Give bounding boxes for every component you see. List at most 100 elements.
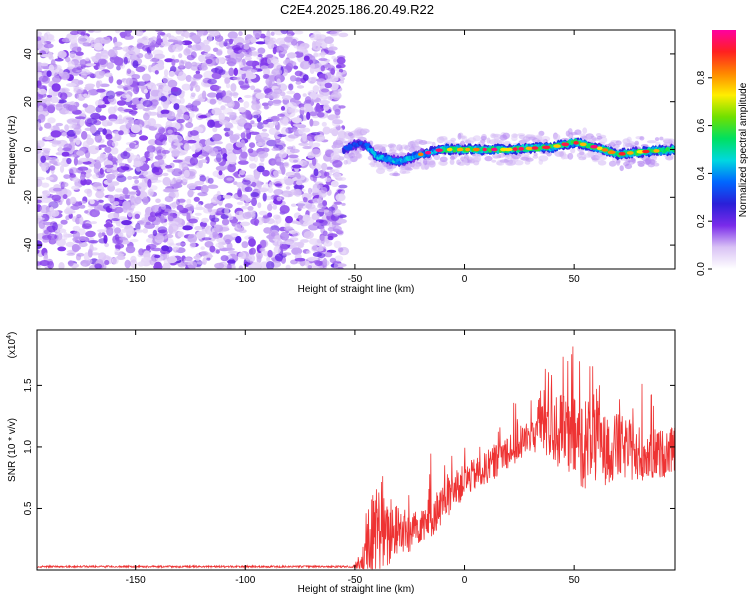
noise-mark	[117, 106, 124, 112]
noise-mark	[297, 214, 303, 220]
noise-mark	[150, 89, 160, 97]
noise-mark	[233, 67, 238, 76]
noise-mark	[153, 161, 160, 166]
ridge-halo-mark	[361, 128, 367, 135]
noise-mark	[261, 128, 268, 132]
noise-mark	[37, 178, 43, 187]
noise-mark	[258, 210, 268, 216]
chart-title: C2E4.2025.186.20.49.R22	[280, 2, 434, 17]
noise-mark	[37, 199, 42, 204]
noise-mark	[260, 65, 269, 71]
noise-mark	[71, 46, 82, 53]
noise-mark	[255, 41, 266, 45]
noise-mark	[68, 167, 79, 174]
noise-mark	[149, 58, 159, 63]
noise-mark	[271, 147, 280, 152]
noise-mark	[86, 37, 96, 44]
noise-mark	[279, 205, 290, 214]
snr-series	[37, 346, 675, 570]
noise-mark	[174, 41, 186, 45]
noise-mark	[42, 149, 50, 158]
noise-mark	[189, 130, 199, 136]
noise-mark	[141, 217, 150, 223]
noise-mark	[235, 119, 246, 123]
noise-mark	[338, 68, 344, 73]
noise-mark	[83, 93, 88, 98]
noise-mark	[154, 132, 164, 141]
ridge-peak-mark	[456, 147, 464, 152]
noise-mark	[70, 154, 77, 158]
noise-mark	[256, 180, 263, 188]
noise-mark	[310, 132, 321, 136]
noise-mark	[282, 117, 289, 126]
noise-mark	[141, 257, 152, 262]
noise-mark	[191, 44, 202, 51]
noise-mark	[267, 203, 273, 212]
noise-mark	[173, 103, 180, 110]
ridge-halo-mark	[392, 172, 401, 177]
noise-mark	[89, 124, 96, 134]
noise-mark	[324, 251, 333, 258]
colorbar-label: Normalized spectral amplitude	[738, 82, 749, 217]
noise-mark	[312, 222, 321, 226]
noise-mark	[125, 147, 132, 152]
noise-mark	[207, 177, 214, 184]
noise-mark	[37, 98, 47, 104]
noise-mark	[189, 241, 196, 249]
noise-mark	[247, 206, 254, 211]
noise-mark	[151, 179, 162, 183]
ridge-halo-mark	[619, 165, 624, 172]
noise-mark	[215, 89, 223, 94]
noise-mark	[57, 162, 64, 166]
noise-mark	[332, 160, 343, 168]
noise-mark	[246, 69, 257, 73]
noise-mark	[178, 71, 186, 80]
noise-mark	[307, 187, 313, 195]
noise-mark	[212, 133, 222, 142]
noise-mark	[72, 225, 81, 231]
noise-mark	[244, 186, 253, 192]
ridge-halo-mark	[520, 139, 528, 144]
ridge-halo-mark	[436, 136, 445, 144]
noise-mark	[127, 119, 138, 124]
noise-mark	[114, 243, 125, 249]
noise-mark	[142, 100, 153, 107]
noise-mark	[72, 230, 80, 240]
noise-mark	[73, 126, 82, 135]
noise-mark	[116, 79, 123, 85]
noise-mark	[122, 200, 131, 210]
noise-mark	[44, 136, 54, 141]
noise-mark	[43, 32, 49, 42]
noise-mark	[135, 66, 146, 73]
noise-mark	[214, 35, 224, 42]
noise-mark	[248, 142, 256, 149]
noise-mark	[265, 78, 271, 86]
ridge-peak-mark	[596, 146, 603, 151]
noise-mark	[48, 88, 54, 96]
noise-mark	[91, 211, 96, 216]
colorbar-ticks: 0.0 0.2 0.4 0.6 0.8	[696, 70, 712, 276]
noise-mark	[322, 126, 331, 135]
noise-mark	[275, 37, 286, 45]
noise-mark	[143, 250, 151, 260]
colorbar-tick-label: 0.0	[696, 262, 707, 276]
snr-x-label: Height of straight line (km)	[298, 584, 415, 595]
noise-mark	[212, 210, 217, 215]
noise-mark	[335, 115, 341, 119]
noise-mark	[310, 148, 322, 158]
ridge-halo-mark	[639, 136, 645, 141]
noise-mark	[294, 70, 303, 77]
noise-mark	[212, 127, 218, 133]
noise-mark	[46, 70, 52, 77]
ridge-halo-mark	[473, 160, 480, 166]
noise-mark	[244, 56, 253, 61]
noise-mark	[200, 159, 208, 164]
ridge-halo-mark	[484, 155, 493, 162]
noise-mark	[160, 95, 168, 102]
noise-mark	[69, 51, 76, 58]
ridge-peak-mark	[417, 152, 424, 157]
noise-mark	[163, 188, 174, 193]
noise-mark	[160, 41, 171, 47]
noise-mark	[61, 132, 67, 137]
noise-mark	[227, 250, 238, 254]
